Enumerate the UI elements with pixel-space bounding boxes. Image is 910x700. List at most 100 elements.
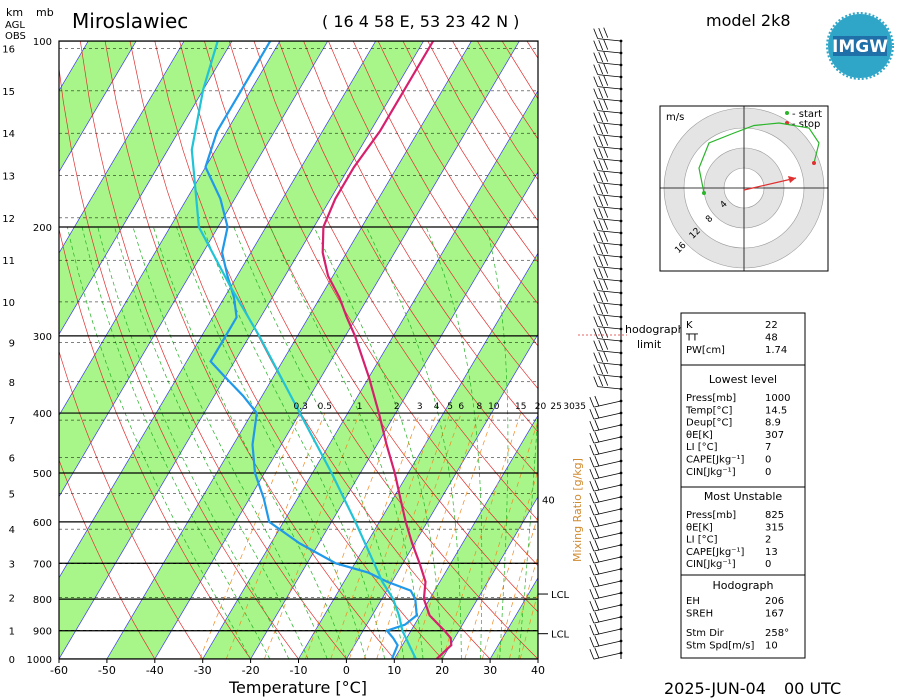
pressure-tick-label: 200 (33, 223, 52, 234)
km-tick-label: 5 (9, 490, 15, 501)
x-tick-label: -60 (50, 664, 68, 677)
wind-barb (589, 539, 622, 552)
lowest-0-label: Press[mb] (686, 393, 736, 404)
km-tick-label: 13 (2, 172, 15, 183)
mixing-ratio-tick-label: 40 (542, 495, 555, 506)
agl-label: AGL (5, 20, 25, 31)
wind-barb (589, 551, 622, 564)
mu-3-label: CAPE[Jkg⁻¹] (686, 547, 744, 558)
hodograph-stop-point (812, 161, 816, 165)
x-tick-label: 10 (387, 664, 401, 677)
hodograph-ring-label: 4 (719, 199, 730, 210)
wind-barb (593, 171, 622, 186)
x-axis-title: Temperature [°C] (228, 678, 367, 697)
mixing-ratio-tick-label: 6 (458, 402, 464, 412)
hodograph-stop-legend: - stop (792, 119, 820, 130)
lowest-2-value: 8.9 (765, 418, 781, 429)
mu-2-value: 2 (765, 535, 771, 546)
hodostat-3-value: 10 (765, 641, 778, 652)
storm-motion-arrowhead (788, 176, 796, 183)
pressure-tick-label: 900 (33, 627, 52, 638)
moist-adiabat (518, 402, 538, 659)
x-tick-label: 40 (531, 664, 545, 677)
mu-1-value: 315 (765, 522, 784, 533)
wind-barb (589, 623, 622, 636)
wind-barb (589, 479, 622, 492)
pressure-tick-label: 1000 (27, 655, 52, 666)
wind-barb (593, 339, 622, 354)
indices-panel: K 22 TT 48 PW[cm] 1.74 Lowest level Press[mb] 10… (680, 312, 806, 659)
wind-barb (593, 111, 622, 126)
wind-barb (593, 135, 622, 150)
lowest-2-label: Deup[°C] (686, 418, 732, 429)
wind-barb (593, 63, 622, 78)
lowest-3-value: 307 (765, 430, 784, 441)
wind-barb (593, 315, 622, 330)
hodostat-2-label: Stm Dir (686, 628, 725, 639)
wind-barb (593, 195, 622, 210)
dry-adiabat (328, 41, 538, 390)
hodograph-stats-title: Hodograph (713, 579, 774, 592)
lcl-label: LCL (551, 590, 570, 601)
wind-barb (589, 395, 622, 408)
station-coords: ( 16 4 58 E, 53 23 42 N ) (322, 12, 519, 31)
x-tick-label: 0 (343, 664, 350, 677)
dry-adiabat (129, 41, 443, 659)
hodostat-0-value: 206 (765, 596, 784, 607)
lcl-label: LCL (551, 630, 570, 641)
hodograph-limit-label-2: limit (637, 338, 662, 351)
wind-barb (589, 419, 622, 432)
mixing-ratio-tick-label: 1 (357, 402, 363, 412)
dry-adiabat (59, 227, 252, 659)
index-2-value: 1.74 (765, 345, 787, 356)
pressure-tick-label: 300 (33, 332, 52, 343)
isotherm-line (59, 41, 281, 417)
dewpoint-profile (204, 41, 418, 659)
wind-barb (589, 587, 622, 600)
km-tick-label: 4 (9, 525, 15, 536)
km-tick-label: 10 (2, 298, 15, 309)
pressure-tick-label: 800 (33, 595, 52, 606)
hodostat-3-label: Stm Spd[m/s] (686, 641, 754, 652)
lowest-6-value: 0 (765, 467, 771, 478)
km-tick-label: 11 (2, 256, 15, 267)
wind-barb (593, 279, 622, 294)
wind-barb (593, 123, 622, 138)
dry-adiabat (303, 41, 538, 433)
mu-4-value: 0 (765, 559, 771, 570)
lowest-5-label: CAPE[Jkg⁻¹] (686, 455, 744, 466)
isotherm-line (59, 41, 424, 659)
dry-adiabat (352, 41, 538, 347)
mu-0-label: Press[mb] (686, 510, 736, 521)
km-unit-label: km (6, 6, 23, 19)
dry-adiabat (179, 41, 538, 659)
mixing-ratio-tick-label: 35 (574, 402, 585, 412)
isotherm-line (154, 41, 520, 659)
wind-barb (593, 231, 622, 246)
x-tick-label: 20 (435, 664, 449, 677)
lowest-5-value: 0 (765, 455, 771, 466)
x-tick-label: -10 (290, 664, 308, 677)
wind-barb (589, 527, 622, 540)
wind-barb (593, 159, 622, 174)
km-tick-label: 6 (9, 453, 15, 464)
dry-adiabat (377, 41, 538, 305)
mb-unit-label: mb (36, 6, 54, 19)
dry-adiabat (79, 41, 347, 659)
hodograph-start-marker (785, 111, 789, 115)
km-tick-label: 0 (9, 655, 15, 666)
mixing-ratio-tick-label: 3 (417, 402, 423, 412)
mixing-ratio-tick-label: 0.5 (318, 402, 332, 412)
hodograph-limit-label-1: hodograph (625, 323, 685, 336)
km-tick-label: 15 (2, 87, 15, 98)
mixing-ratio-tick-label: 25 (550, 402, 561, 412)
wind-barb (589, 443, 622, 456)
km-tick-label: 16 (2, 45, 15, 56)
km-tick-label: 8 (9, 378, 15, 389)
km-tick-label: 3 (9, 560, 15, 571)
hodostat-2-value: 258° (765, 628, 789, 639)
mixing-ratio-tick-label: 2 (394, 402, 400, 412)
mu-0-value: 825 (765, 510, 784, 521)
wind-barb (589, 515, 622, 528)
km-tick-label: 12 (2, 214, 15, 225)
